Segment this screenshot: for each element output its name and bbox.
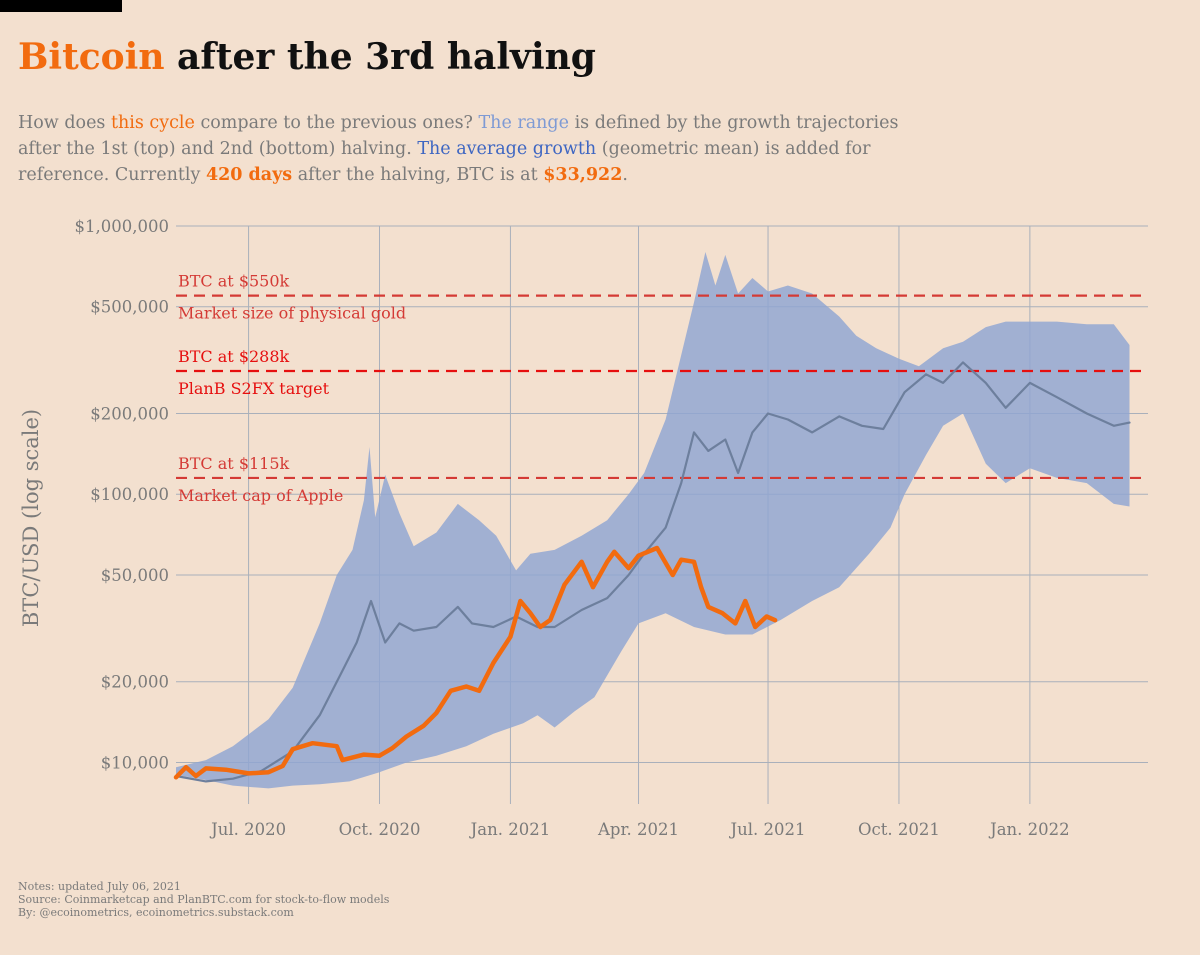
x-tick-label: Jul. 2020 (209, 820, 286, 839)
y-tick-label: $200,000 (90, 404, 169, 423)
subtitle-segment: $33,922 (543, 165, 623, 185)
y-tick-label: $500,000 (90, 298, 169, 317)
subtitle-segment: The range (478, 113, 570, 133)
subtitle-segment: The average growth (417, 139, 597, 159)
title-rest: after the 3rd halving (164, 36, 596, 78)
reference-label-bottom: PlanB S2FX target (178, 379, 330, 398)
reference-label-bottom: Market cap of Apple (178, 486, 343, 505)
y-axis-title: BTC/USD (log scale) (19, 409, 43, 627)
note-source: Source: Coinmarketcap and PlanBTC.com fo… (18, 893, 390, 906)
reference-label-top: BTC at $288k (178, 347, 290, 366)
y-tick-label: $10,000 (101, 753, 169, 772)
subtitle-segment: (geometric mean) is added for reference.… (18, 139, 871, 185)
subtitle-segment: compare to the previous ones? (194, 113, 479, 133)
subtitle-segment: this cycle (110, 113, 195, 133)
x-tick-label: Jan. 2022 (988, 820, 1070, 839)
average-growth-line (174, 361, 1131, 783)
note-updated: Notes: updated July 06, 2021 (18, 880, 181, 893)
chart-title: Bitcoin after the 3rd halving (18, 36, 596, 78)
chart-subtitle: How does this cycle compare to the previ… (18, 110, 918, 188)
x-tick-label: Jan. 2021 (469, 820, 551, 839)
chart-notes: Notes: updated July 06, 2021 Source: Coi… (18, 880, 389, 919)
range-band (176, 252, 1130, 789)
subtitle-segment: is defined by the growth trajectories af… (18, 113, 899, 159)
subtitle-segment: 420 days (205, 165, 293, 185)
chart: BTC at $550k Market size of physical gold… (19, 217, 1148, 839)
x-tick-label: Oct. 2020 (339, 820, 421, 839)
note-author: By: @ecoinometrics, ecoinometrics.substa… (18, 906, 294, 919)
y-tick-label: $20,000 (101, 673, 169, 692)
x-tick-label: Jul. 2021 (729, 820, 806, 839)
subtitle-segment: after the halving, BTC is at (292, 165, 544, 185)
top-accent-bar (0, 0, 122, 12)
subtitle-segment: How does (18, 113, 111, 133)
x-tick-label: Apr. 2021 (597, 820, 679, 839)
subtitle-segment: . (622, 165, 628, 185)
reference-label-top: BTC at $550k (178, 272, 290, 291)
current-cycle-line (173, 545, 778, 780)
title-highlight: Bitcoin (18, 36, 165, 78)
reference-label-top: BTC at $115k (178, 454, 290, 473)
y-tick-label: $100,000 (90, 485, 169, 504)
y-tick-label: $50,000 (101, 566, 169, 585)
y-tick-label: $1,000,000 (75, 217, 169, 236)
reference-label-bottom: Market size of physical gold (178, 304, 406, 323)
x-tick-label: Oct. 2021 (858, 820, 940, 839)
